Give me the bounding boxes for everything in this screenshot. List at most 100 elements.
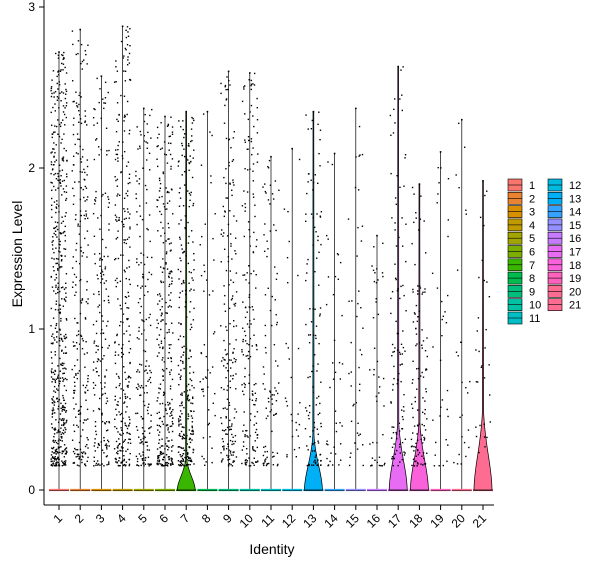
data-point <box>122 389 125 391</box>
data-point <box>254 392 257 394</box>
data-point <box>124 239 127 241</box>
data-point <box>266 240 268 242</box>
data-point <box>143 120 146 123</box>
data-point <box>57 446 60 448</box>
data-point <box>350 341 352 344</box>
data-point <box>60 100 62 102</box>
data-point <box>121 157 124 160</box>
data-point <box>55 300 58 302</box>
data-point <box>126 431 128 434</box>
data-point <box>179 376 182 379</box>
data-point <box>52 240 54 242</box>
data-point <box>248 296 250 299</box>
data-point <box>227 369 229 372</box>
data-point <box>125 48 127 51</box>
data-point <box>348 464 351 467</box>
data-point <box>306 272 308 274</box>
data-point <box>181 346 183 349</box>
data-point <box>204 464 206 466</box>
points-group-19 <box>431 151 450 467</box>
data-point <box>309 334 312 336</box>
data-point <box>128 173 131 175</box>
data-point <box>248 229 250 231</box>
data-point <box>55 207 58 209</box>
data-point <box>65 410 68 412</box>
data-point <box>178 434 180 437</box>
data-point <box>145 360 148 362</box>
data-point <box>165 323 167 325</box>
data-point <box>108 149 110 152</box>
data-point <box>51 465 54 467</box>
data-point <box>128 458 131 461</box>
data-point <box>162 453 164 455</box>
data-point <box>403 410 405 412</box>
data-point <box>143 392 146 394</box>
data-point <box>135 193 137 195</box>
data-point <box>64 411 67 413</box>
data-point <box>57 291 59 294</box>
data-point <box>447 235 449 238</box>
data-point <box>139 298 141 300</box>
data-point <box>95 371 98 373</box>
data-point <box>232 295 234 297</box>
data-point <box>169 135 172 137</box>
data-point <box>51 398 53 400</box>
data-point <box>148 427 150 430</box>
data-point <box>445 438 447 441</box>
data-point <box>58 247 61 249</box>
data-point <box>156 137 159 139</box>
data-point <box>120 412 123 415</box>
data-point <box>65 197 68 200</box>
data-point <box>138 264 140 266</box>
data-point <box>56 341 58 343</box>
data-point <box>120 351 123 354</box>
data-point <box>287 210 289 213</box>
data-point <box>159 383 162 385</box>
data-point <box>170 249 172 251</box>
data-point <box>63 423 66 425</box>
data-point <box>422 376 425 378</box>
data-point <box>66 451 68 453</box>
data-point <box>207 386 209 388</box>
data-point <box>78 262 81 265</box>
data-point <box>274 413 277 415</box>
data-point <box>139 312 141 314</box>
data-point <box>318 152 320 155</box>
data-point <box>104 102 107 104</box>
data-point <box>348 372 350 375</box>
data-point <box>272 464 275 466</box>
data-point <box>143 435 145 438</box>
data-point <box>51 136 53 139</box>
data-point <box>119 433 121 435</box>
data-point <box>347 218 350 220</box>
data-point <box>62 423 65 426</box>
data-point <box>423 463 426 465</box>
data-point <box>212 333 215 335</box>
data-point <box>180 126 182 128</box>
violin-shape <box>473 180 493 491</box>
data-point <box>275 323 278 326</box>
data-point <box>189 459 191 461</box>
data-point <box>75 91 77 93</box>
data-point <box>225 98 228 100</box>
data-point <box>65 428 67 431</box>
data-point <box>78 343 81 345</box>
data-point <box>178 433 181 435</box>
data-point <box>62 158 64 160</box>
data-point <box>61 216 63 218</box>
data-point <box>61 450 64 453</box>
data-point <box>75 242 78 245</box>
data-point <box>437 193 439 195</box>
data-point <box>179 464 181 467</box>
x-tick-label: 8 <box>199 511 214 526</box>
data-point <box>64 463 66 465</box>
data-point <box>396 382 399 385</box>
data-point <box>50 161 53 163</box>
data-point <box>227 88 229 91</box>
data-point <box>163 392 166 394</box>
data-point <box>232 137 235 139</box>
data-point <box>52 317 55 319</box>
data-point <box>139 363 141 366</box>
data-point <box>65 102 68 104</box>
data-point <box>267 397 270 400</box>
